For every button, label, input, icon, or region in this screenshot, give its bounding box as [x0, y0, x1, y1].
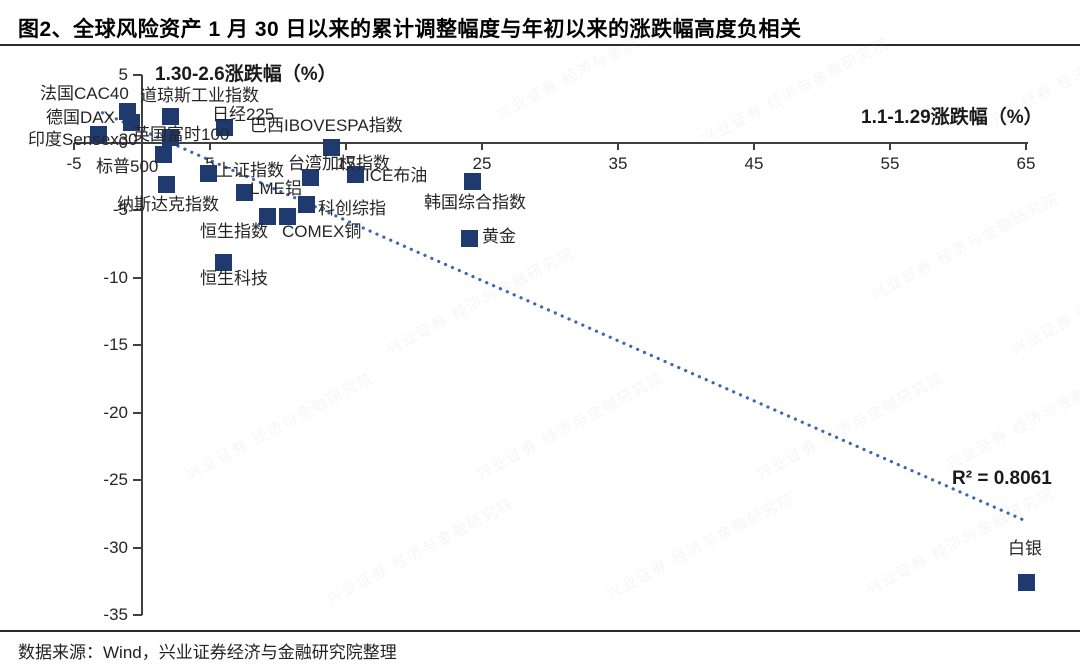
y-tick [133, 344, 142, 346]
figure-title: 图2、全球风险资产 1 月 30 日以来的累计调整幅度与年初以来的涨跌幅高度负相… [18, 18, 802, 41]
data-label-纳斯达克指数: 纳斯达克指数 [117, 195, 219, 214]
y-tick [133, 546, 142, 549]
y-axis-title: 1.30-2.6涨跌幅（%） [155, 64, 337, 85]
y-tick-label: -25 [103, 470, 128, 489]
x-tick [889, 142, 891, 150]
x-tick [753, 142, 755, 150]
x-tick-label: 45 [744, 153, 764, 173]
data-label-巴西IBOVESPA指数: 巴西IBOVESPA指数 [250, 116, 403, 135]
y-tick-label: -35 [103, 605, 128, 624]
x-tick-label: 65 [1016, 153, 1036, 173]
x-tick-label: 35 [608, 153, 628, 173]
data-label-白银: 白银 [1008, 539, 1042, 558]
y-tick [133, 74, 142, 76]
data-label-黄金: 黄金 [482, 227, 516, 246]
data-label-恒生指数: 恒生指数 [200, 222, 268, 241]
data-point-德国DAX [122, 113, 140, 131]
data-point-标普500 [155, 146, 173, 164]
y-tick-label: -30 [103, 537, 128, 557]
data-point-白银 [1017, 574, 1035, 592]
x-tick-label: -5 [66, 153, 82, 173]
x-tick-label: 25 [472, 153, 492, 173]
x-axis [74, 141, 1028, 144]
r-squared-label: R² = 0.8061 [952, 468, 1052, 489]
data-label-法国CAC40: 法国CAC40 [40, 84, 129, 103]
x-tick [481, 142, 483, 150]
data-point-巴西IBOVESPA指数 [322, 139, 340, 157]
data-label-日经225: 日经225 [212, 105, 275, 124]
data-point-上证指数 [200, 165, 218, 183]
data-label-恒生科技: 恒生科技 [200, 269, 268, 288]
x-tick [209, 142, 211, 150]
data-label-韩国综合指数: 韩国综合指数 [424, 193, 526, 212]
x-axis-title: 1.1-1.29涨跌幅（%） [861, 107, 1043, 128]
data-label-德国DAX: 德国DAX [46, 108, 115, 127]
title-divider [0, 44, 1080, 46]
y-tick [133, 141, 142, 144]
x-tick [617, 142, 619, 150]
data-label-COMEX铜: COMEX铜 [282, 222, 362, 241]
x-tick [1025, 142, 1027, 150]
data-label-标普500: 标普500 [96, 157, 159, 176]
y-tick [133, 209, 142, 211]
data-label-ICE布油: ICE布油 [365, 166, 428, 185]
data-point-COMEX铜 [279, 208, 297, 226]
y-tick [133, 614, 142, 616]
data-point-纳斯达克指数 [157, 175, 175, 193]
data-point-ICE布油 [347, 166, 365, 184]
data-point-台湾加权指数 [302, 169, 320, 187]
data-label-LME铝: LME铝 [250, 179, 302, 198]
x-tick-label: 5 [205, 153, 215, 173]
data-point-韩国综合指数 [463, 173, 481, 191]
data-point-道琼斯工业指数 [162, 108, 180, 126]
y-tick-label: 5 [118, 65, 128, 84]
x-tick [345, 142, 347, 150]
y-axis [141, 75, 143, 615]
y-tick-label: -20 [103, 402, 128, 422]
data-label-印度Sensex30: 印度Sensex30 [28, 130, 138, 149]
y-tick-label: -10 [103, 267, 128, 287]
scatter-chart: 1.30-2.6涨跌幅（%） 1.1-1.29涨跌幅（%） R² = 0.806… [0, 50, 1080, 630]
data-point-印度Sensex30 [89, 125, 107, 143]
y-tick [133, 411, 142, 414]
y-tick-label: 0 [118, 132, 128, 152]
data-point-科创综指 [298, 196, 316, 214]
x-tick-label: 55 [880, 153, 900, 173]
y-tick-label: -5 [112, 200, 128, 219]
data-point-黄金 [461, 229, 479, 247]
data-point-日经225 [216, 119, 234, 137]
data-point-LME铝 [235, 183, 253, 201]
data-label-科创综指: 科创综指 [318, 199, 386, 218]
data-label-英国富时100: 英国富时100 [133, 125, 230, 144]
x-tick [73, 142, 75, 150]
data-label-上证指数: 上证指数 [216, 161, 284, 180]
y-tick-label: -15 [103, 335, 128, 354]
data-label-道琼斯工业指数: 道琼斯工业指数 [140, 86, 259, 105]
data-label-台湾加权指数: 台湾加权指数 [288, 154, 390, 173]
data-point-恒生指数 [258, 208, 276, 226]
data-point-恒生科技 [215, 254, 233, 272]
source-note: 数据来源：Wind，兴业证券经济与金融研究院整理 [18, 643, 397, 662]
footer-divider [0, 630, 1080, 632]
data-point-英国富时100 [162, 128, 180, 146]
y-tick [133, 276, 142, 279]
y-tick [133, 479, 142, 481]
